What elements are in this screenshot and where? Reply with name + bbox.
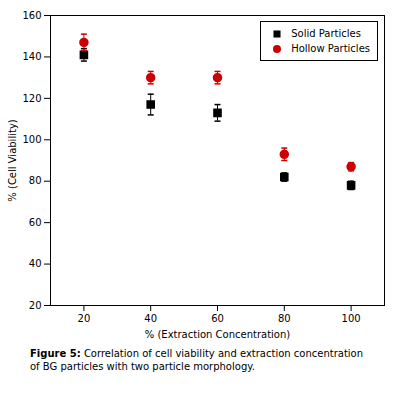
- svg-text:100: 100: [22, 134, 41, 145]
- svg-text:160: 160: [22, 10, 41, 21]
- svg-text:100: 100: [342, 313, 361, 324]
- svg-text:40: 40: [144, 313, 157, 324]
- svg-text:20: 20: [78, 313, 91, 324]
- svg-text:20: 20: [29, 300, 42, 311]
- svg-text:140: 140: [22, 51, 41, 62]
- svg-text:% (Cell Viability): % (Cell Viability): [7, 119, 18, 202]
- html-text:Hollow Particles: Hollow Particles: [291, 43, 370, 54]
- html-text:Solid Particles: Solid Particles: [291, 28, 361, 39]
- svg-text:60: 60: [29, 217, 42, 228]
- html-text:Figure 5: Correlation of cell: Figure 5: Correlation of cell viability …: [30, 348, 364, 372]
- svg-text:80: 80: [29, 175, 42, 186]
- svg-text:120: 120: [22, 93, 41, 104]
- svg-text:80: 80: [278, 313, 291, 324]
- svg-text:% (Extraction Concentration): % (Extraction Concentration): [145, 329, 291, 340]
- svg-text:40: 40: [29, 258, 42, 269]
- svg-text:60: 60: [211, 313, 224, 324]
